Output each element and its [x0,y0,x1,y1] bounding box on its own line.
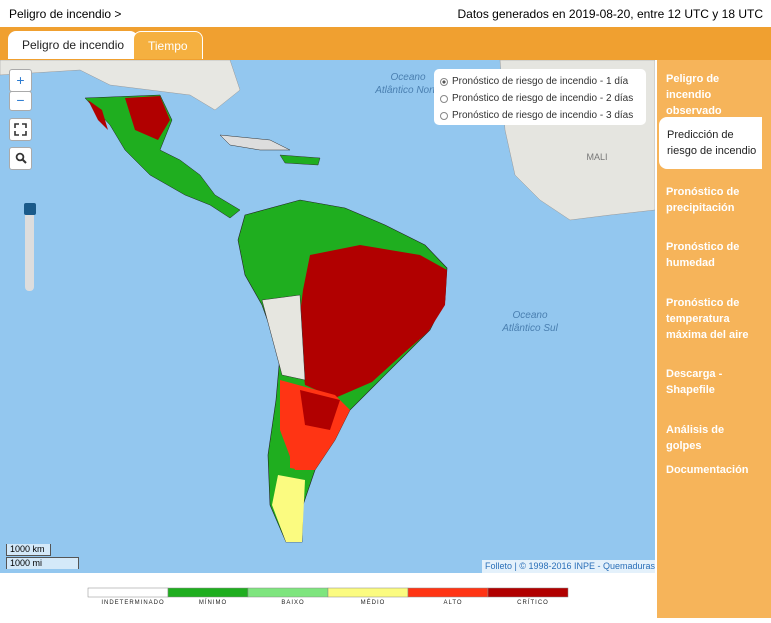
legend: INDETERMINADO MÍNIMO BAIXO MÉDIO ALTO CRÍTICO [87,587,569,606]
legend-label: BAIXO [281,600,304,606]
legend-label: INDETERMINADO [101,600,164,606]
region [88,100,108,130]
menu-item[interactable]: Descarga - Shapefile [666,368,723,396]
tab[interactable]: Tiempo [133,31,203,59]
region [298,245,447,398]
radio-label: Pronóstico de riesgo de incendio - 2 día… [452,93,634,104]
menu-item[interactable]: Pronóstico de precipitación [666,186,740,214]
zoom-out[interactable]: − [9,91,32,111]
sidebar: Peligro de incendio observado Predicción… [657,60,771,618]
zoom-slider[interactable] [25,205,34,291]
region [261,294,306,381]
region [300,390,340,430]
region [290,445,305,470]
legend-swatch [327,587,409,598]
island [219,134,291,151]
legend-swatch [407,587,489,598]
status-text: Datos generados en 2019-08-20, entre 12 … [457,7,763,21]
menu-item[interactable]: Pronóstico de temperatura máxima del air… [666,297,749,341]
map[interactable]: Oceano Atlântico Norte Oceano Atlântico … [0,60,655,573]
radio[interactable] [440,77,448,86]
header: Peligro de incendio > Datos generados en… [0,0,771,27]
radio[interactable] [440,111,448,120]
ocean-label: Oceano [512,310,547,321]
radio-option[interactable]: Pronóstico de riesgo de incendio - 3 día… [434,107,646,124]
menu-item[interactable]: Pronóstico de humedad [666,241,740,269]
scale-km: 1000 km [6,544,51,556]
radio-option[interactable]: Pronóstico de riesgo de incendio - 1 día [434,73,646,90]
legend-label: MÍNIMO [199,599,227,606]
radio[interactable] [440,94,448,103]
ocean-label: Oceano [390,72,425,83]
legend-swatch [167,587,249,598]
radio-option[interactable]: Pronóstico de riesgo de incendio - 2 día… [434,90,646,107]
region [272,475,305,542]
scale-mi: 1000 mi [6,557,79,569]
menu-item[interactable]: Documentación [666,464,749,476]
menu-item[interactable]: Predicción de riesgo de incendio [659,117,762,169]
country-label: MALI [586,152,607,162]
ocean-label: Atlântico Norte [374,85,441,96]
radio-label: Pronóstico de riesgo de incendio - 1 día [452,76,629,87]
legend-swatch [487,587,569,598]
region [84,94,241,219]
menu-item[interactable]: Peligro de incendio observado [666,73,722,117]
land [0,60,241,111]
fullscreen[interactable] [9,118,32,141]
tab-bar: Peligro de incendio Tiempo [0,27,771,60]
tab[interactable]: Peligro de incendio [8,31,139,59]
radio-label: Pronóstico de riesgo de incendio - 3 día… [452,110,634,121]
attribution[interactable]: Folleto | © 1998-2016 INPE - Quemaduras [482,560,659,573]
region [125,96,170,140]
legend-label: CRÍTICO [517,599,549,606]
legend-label: ALTO [443,600,462,606]
slider-handle[interactable] [24,203,36,215]
fullscreen-icon [14,123,27,136]
breadcrumb[interactable]: Peligro de incendio > [9,7,122,21]
forecast-options: Pronóstico de riesgo de incendio - 1 día… [434,69,646,125]
search-icon [15,152,27,164]
legend-label: MÉDIO [361,599,386,606]
ocean-label: Atlântico Sul [501,323,558,334]
legend-swatch [247,587,329,598]
menu-item[interactable]: Análisis de golpes [666,424,725,452]
island [279,154,321,166]
legend-swatch [87,587,169,598]
search[interactable] [9,147,32,170]
zoom-in[interactable]: + [9,69,32,92]
